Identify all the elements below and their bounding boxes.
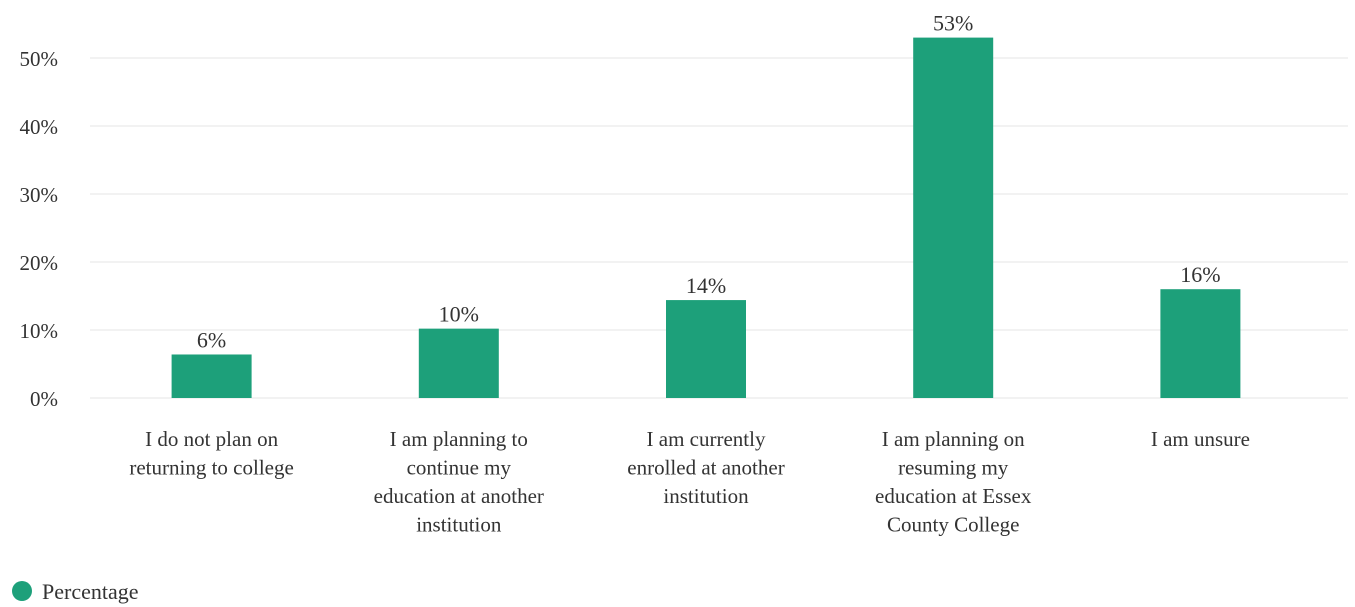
y-tick-label: 0% [30, 387, 58, 411]
data-label: 14% [686, 273, 726, 298]
y-tick-label: 50% [20, 47, 59, 71]
x-category-label: I do not plan on returning to college [129, 427, 293, 480]
y-tick-label: 10% [20, 319, 59, 343]
y-tick-label: 30% [20, 183, 59, 207]
bars [171, 37, 1241, 398]
legend-label: Percentage [42, 579, 139, 604]
gridlines [90, 57, 1348, 399]
x-category-line: I am planning to [390, 427, 528, 451]
x-category-line: education at Essex [875, 484, 1032, 508]
legend: Percentage [12, 579, 139, 604]
y-tick-label: 40% [20, 115, 59, 139]
bar [171, 354, 252, 398]
x-category-line: I am currently [647, 427, 766, 451]
y-tick-label: 20% [20, 251, 59, 275]
x-axis-categories: I do not plan on returning to college I am… [129, 427, 1250, 537]
x-category-line: I do not plan on [145, 427, 278, 451]
x-category-line: I am unsure [1151, 427, 1250, 451]
data-label: 16% [1180, 262, 1220, 287]
x-category-label: I am planning on resuming my education at … [875, 427, 1032, 537]
bar [1160, 289, 1241, 398]
x-category-label: I am planning to continue my education at … [374, 427, 544, 537]
x-category-line: returning to college [129, 456, 293, 480]
x-category-line: resuming my [898, 456, 1009, 480]
bar [913, 37, 994, 398]
x-category-line: I am planning on [882, 427, 1025, 451]
data-label: 10% [439, 302, 479, 327]
data-label: 53% [933, 11, 973, 36]
legend-swatch [12, 581, 32, 601]
bar [418, 328, 499, 398]
x-category-line: institution [663, 484, 749, 508]
y-axis-ticks: 0% 10% 20% 30% 40% 50% [20, 47, 59, 411]
data-labels: 6% 10% 14% 53% 16% [197, 11, 1221, 353]
x-category-label: I am unsure [1151, 427, 1250, 451]
x-category-line: County College [887, 513, 1019, 537]
x-category-label: I am currently enrolled at another institu… [627, 427, 784, 508]
x-category-line: enrolled at another [627, 456, 784, 480]
x-category-line: institution [416, 513, 502, 537]
x-category-line: continue my [407, 456, 512, 480]
bar [666, 300, 746, 398]
x-category-line: education at another [374, 484, 544, 508]
data-label: 6% [197, 327, 226, 352]
